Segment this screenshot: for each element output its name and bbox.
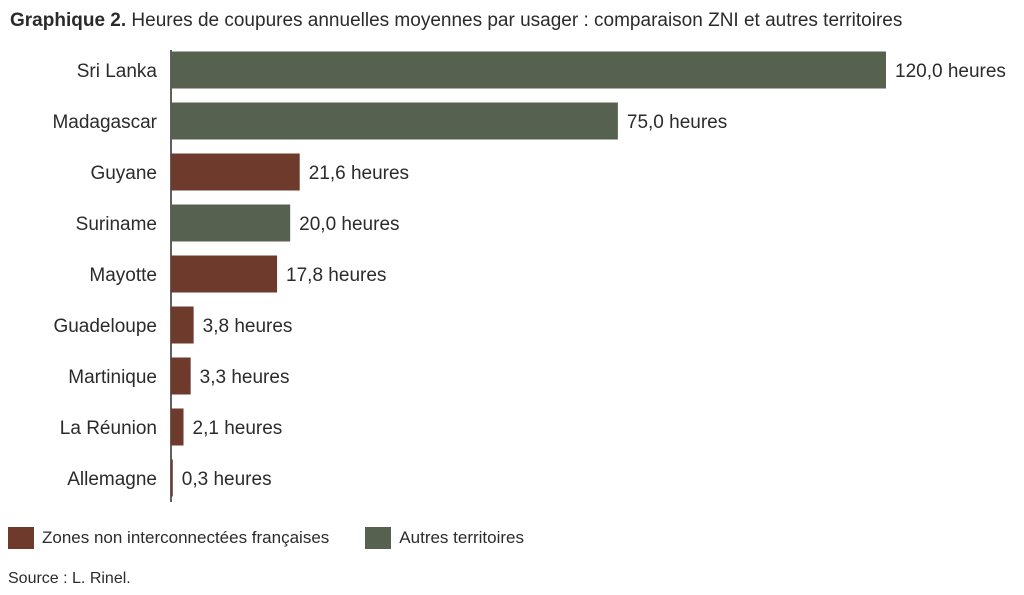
data-label-la-r-union: 2,1 heures <box>193 418 283 439</box>
chart-title-lead: Graphique 2. <box>10 10 127 31</box>
data-label-suriname: 20,0 heures <box>299 214 399 235</box>
data-label-allemagne: 0,3 heures <box>182 469 272 490</box>
category-label-allemagne: Allemagne <box>67 469 157 490</box>
legend-item-other: Autres territoires <box>365 527 524 549</box>
bar-martinique <box>171 357 191 395</box>
chart-title: Graphique 2. Heures de coupures annuelle… <box>10 10 902 32</box>
bar-guyane <box>171 153 300 191</box>
bar-allemagne <box>171 459 173 497</box>
data-label-madagascar: 75,0 heures <box>627 112 727 133</box>
legend-swatch-zni <box>8 527 34 549</box>
legend-item-zni: Zones non interconnectées françaises <box>8 527 329 549</box>
bar-la-r-union <box>171 408 184 446</box>
bar-suriname <box>171 204 291 242</box>
data-label-guyane: 21,6 heures <box>309 163 409 184</box>
data-label-martinique: 3,3 heures <box>200 367 290 388</box>
data-label-guadeloupe: 3,8 heures <box>203 316 293 337</box>
bar-sri-lanka <box>171 51 886 89</box>
category-label-mayotte: Mayotte <box>89 265 157 286</box>
data-label-sri-lanka: 120,0 heures <box>895 61 1006 82</box>
category-label-guyane: Guyane <box>90 163 157 184</box>
chart-title-text: Heures de coupures annuelles moyennes pa… <box>131 10 903 31</box>
legend-label-zni: Zones non interconnectées françaises <box>42 528 330 547</box>
category-label-guadeloupe: Guadeloupe <box>53 316 157 337</box>
data-label-mayotte: 17,8 heures <box>286 265 386 286</box>
bar-guadeloupe <box>171 306 194 344</box>
bar-madagascar <box>171 102 618 140</box>
legend-swatch-other <box>365 527 392 549</box>
category-label-sri-lanka: Sri Lanka <box>77 61 158 82</box>
legend-label-other: Autres territoires <box>399 528 524 547</box>
legend: Zones non interconnectées françaises Aut… <box>8 527 560 549</box>
bar-mayotte <box>171 255 278 293</box>
category-label-la-r-union: La Réunion <box>60 418 157 439</box>
source-note: Source : L. Rinel. <box>8 570 131 587</box>
category-label-suriname: Suriname <box>76 214 157 235</box>
category-label-martinique: Martinique <box>68 367 157 388</box>
category-label-madagascar: Madagascar <box>52 112 157 133</box>
bar-chart: Sri Lanka 120,0 heures Madagascar 75,0 heur… <box>52 50 1006 502</box>
